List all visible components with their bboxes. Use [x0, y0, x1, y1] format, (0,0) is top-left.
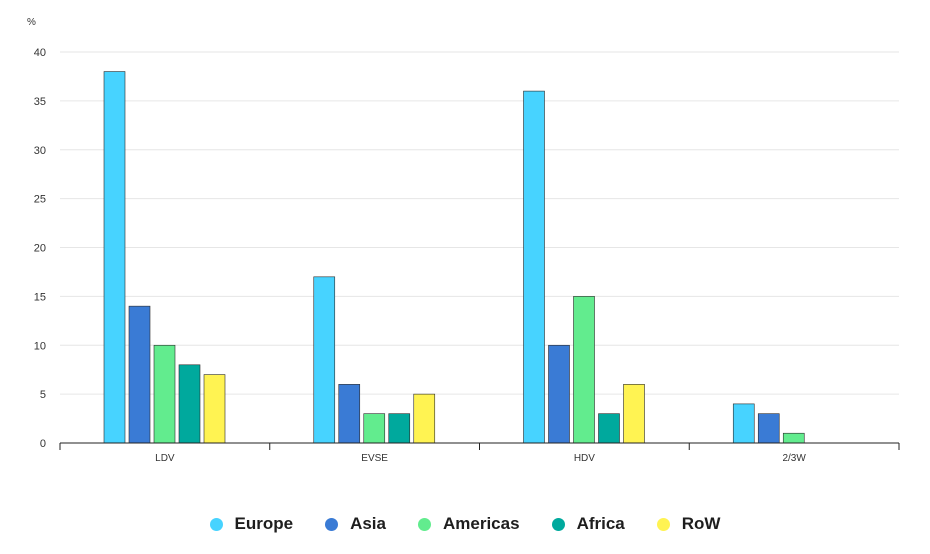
y-axis-ticks: 0 5 10 15 20 25 30 35 40	[34, 47, 46, 450]
legend-item-africa: Africa	[551, 514, 625, 534]
bar-europe-hdv	[523, 90, 545, 444]
legend-swatch	[551, 517, 565, 531]
gridlines	[60, 51, 899, 395]
legend-item-row: RoW	[656, 514, 721, 534]
bar-row-ldv	[203, 374, 226, 444]
legend-label: Europe	[234, 514, 294, 533]
bar-row-evse	[413, 393, 436, 444]
x-category-label: 2/3W	[782, 453, 806, 464]
legend-label: Africa	[576, 514, 625, 533]
bar-europe-evse	[313, 276, 336, 444]
legend-swatch	[418, 517, 431, 531]
x-axis: LDV EVSE HDV 2/3W	[59, 442, 900, 464]
bar-americas-hdv	[573, 296, 595, 444]
y-tick-label: 35	[34, 96, 46, 108]
legend-item-asia: Asia	[325, 514, 386, 534]
bar-africa-evse	[388, 413, 411, 444]
legend: Europe Asia Americas Africa RoW	[0, 510, 930, 538]
legend-label: RoW	[681, 514, 721, 533]
bar-asia-hdv	[548, 344, 570, 444]
bar-asia-evse	[338, 384, 361, 444]
x-category-label: HDV	[574, 453, 595, 464]
bar-americas-2-3w	[782, 432, 805, 444]
legend-label: Americas	[443, 514, 520, 533]
y-tick-label: 15	[34, 291, 46, 303]
bar-africa-ldv	[178, 364, 201, 444]
bar-europe-ldv	[103, 71, 126, 444]
bar-americas-ldv	[153, 344, 176, 444]
legend-swatch	[209, 517, 223, 531]
bar-asia-2-3w	[757, 413, 780, 444]
legend-item-americas: Americas	[418, 514, 520, 534]
legend-swatch	[656, 517, 670, 531]
bar-row-hdv	[623, 384, 645, 444]
y-tick-label: 10	[34, 340, 46, 352]
y-tick-label: 25	[34, 194, 46, 206]
bars	[103, 71, 805, 444]
y-tick-label: 0	[40, 438, 46, 450]
legend-label: Asia	[350, 514, 386, 533]
bar-asia-ldv	[128, 305, 151, 444]
y-tick-label: 20	[34, 243, 46, 255]
y-unit-label: %	[27, 17, 36, 28]
bar-europe-2-3w	[732, 403, 755, 444]
y-tick-label: 40	[34, 47, 46, 59]
bar-americas-evse	[363, 413, 386, 444]
y-tick-label: 5	[40, 389, 46, 401]
legend-swatch	[325, 517, 339, 531]
x-category-label: EVSE	[361, 453, 388, 464]
y-tick-label: 30	[34, 145, 46, 157]
x-category-label: LDV	[155, 453, 175, 464]
legend-item-europe: Europe	[209, 514, 294, 534]
bar-africa-hdv	[598, 413, 620, 444]
